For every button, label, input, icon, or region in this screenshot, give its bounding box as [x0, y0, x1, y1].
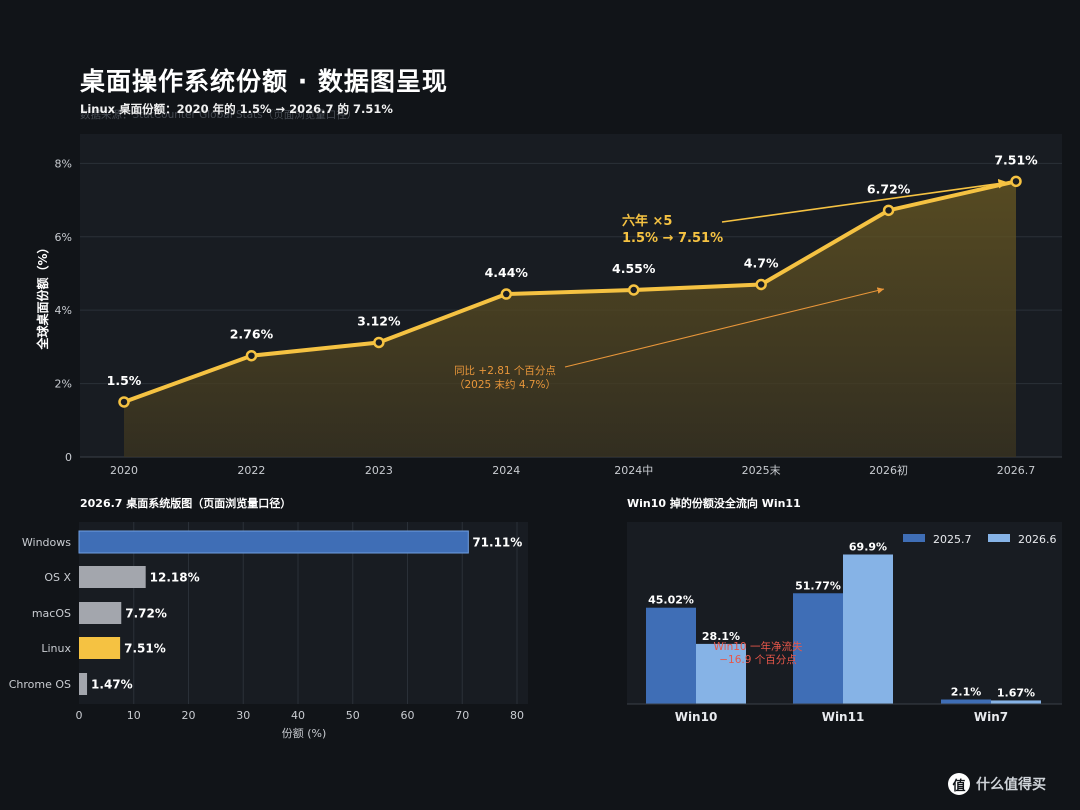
grouped-value-label: 69.9%: [849, 540, 887, 553]
hbar-x-tick-label: 80: [510, 709, 524, 722]
grouped-bar: [991, 700, 1041, 704]
line-data-label: 3.12%: [357, 313, 401, 328]
hbar-category-label: Chrome OS: [9, 678, 71, 691]
hbar-bar: [78, 530, 469, 554]
page-title: 桌面操作系统份额 · 数据图呈现: [80, 67, 448, 96]
hbar-category-label: Windows: [22, 536, 71, 549]
grouped-value-label: 1.67%: [997, 686, 1035, 699]
grouped-value-label: 28.1%: [702, 630, 740, 643]
line-x-tick-label: 2026.7: [997, 464, 1036, 477]
line-y-tick-label: 4%: [55, 304, 72, 317]
grouped-bar: [941, 699, 991, 704]
win10-loss-annotation-line2: −16.9 个百分点: [719, 654, 797, 666]
hbar-value-label: 7.72%: [125, 607, 167, 621]
grouped-bar: [646, 607, 696, 704]
hbar-bar: [79, 637, 121, 659]
line-data-label: 4.55%: [612, 261, 656, 276]
grouped-category-label: Win11: [822, 710, 865, 724]
hbar-value-label: 1.47%: [91, 678, 133, 692]
hbar-bar: [79, 602, 122, 624]
linux-share-line: [123, 179, 1017, 404]
hbar-x-tick-label: 0: [76, 709, 83, 722]
line-x-tick-label: 2025末: [742, 463, 781, 477]
hbar-x-tick-label: 10: [127, 709, 141, 722]
hbar-value-label: 71.11%: [472, 536, 522, 550]
hbar-chart-title: 2026.7 桌面系统版图（页面浏览量口径）: [80, 496, 291, 510]
line-data-point: [1010, 175, 1022, 188]
line-data-point: [882, 204, 895, 217]
line-data-point: [373, 336, 385, 349]
watermark: 值 什么值得买: [948, 773, 1046, 795]
hbar-x-tick-label: 70: [455, 709, 469, 722]
grouped-category-label: Win10: [675, 710, 718, 724]
hbar-x-axis-title: 份额 (%): [282, 727, 327, 740]
line-data-point: [118, 396, 130, 408]
line-y-tick-label: 0: [65, 451, 72, 464]
grouped-bar: [843, 554, 893, 704]
line-y-axis-title: 全球桌面份额（%）: [35, 241, 50, 350]
line-data-label: 2.76%: [230, 327, 274, 342]
hbar-category-label: Linux: [41, 642, 71, 655]
line-y-tick-label: 8%: [55, 157, 72, 170]
grouped-value-label: 2.1%: [951, 686, 982, 699]
watermark-text: 什么值得买: [976, 777, 1046, 793]
data-source-note: 数据来源：StatCounter Global Stats（页面浏览量口径）: [80, 109, 358, 121]
legend-label: 2025.7: [933, 533, 972, 546]
yoy-annotation-arrow: [564, 287, 885, 368]
line-x-tick-label: 2026初: [869, 463, 908, 477]
growth-annotation-line1: 六年 ×5: [622, 213, 672, 229]
line-data-point: [627, 284, 640, 296]
hbar-x-tick-label: 50: [346, 709, 360, 722]
line-x-tick-label: 2024: [492, 464, 520, 477]
grouped-value-label: 45.02%: [648, 594, 694, 607]
hbar-x-tick-label: 60: [401, 709, 415, 722]
growth-annotation-arrow: [721, 178, 1009, 223]
line-data-point: [245, 349, 258, 362]
hbar-bar: [79, 673, 88, 695]
grouped-value-label: 51.77%: [795, 579, 841, 592]
line-x-tick-label: 2022: [237, 464, 265, 477]
hbar-category-label: macOS: [32, 607, 71, 620]
yoy-annotation-line2: （2025 末约 4.7%）: [454, 378, 556, 391]
yoy-annotation-line1: 同比 +2.81 个百分点: [454, 364, 556, 377]
hbar-x-tick-label: 40: [291, 709, 305, 722]
line-data-point: [755, 278, 767, 291]
line-y-tick-label: 6%: [55, 231, 72, 244]
line-data-label: 1.5%: [107, 373, 142, 388]
line-area-fill: [124, 181, 1016, 457]
line-x-tick-label: 2020: [110, 464, 138, 477]
page-subtitle: Linux 桌面份额：2020 年的 1.5% → 2026.7 的 7.51%: [80, 102, 393, 116]
win10-loss-annotation-line1: Win10 一年净流失: [714, 640, 803, 653]
line-data-label: 6.72%: [867, 181, 911, 196]
watermark-logo: 值: [948, 773, 970, 795]
hbar-bar: [79, 566, 146, 588]
line-data-label: 4.44%: [485, 265, 529, 280]
line-data-label: 4.7%: [744, 255, 779, 270]
line-x-tick-label: 2024中: [614, 464, 653, 477]
legend-label: 2026.6: [1018, 533, 1057, 546]
hbar-category-label: OS X: [44, 571, 71, 584]
grouped-chart-title: Win10 掉的份额没全流向 Win11: [627, 496, 801, 510]
grouped-category-label: Win7: [974, 710, 1008, 724]
hbar-value-label: 12.18%: [150, 571, 200, 585]
hbar-x-tick-label: 30: [236, 709, 250, 722]
growth-annotation-line2: 1.5% → 7.51%: [622, 231, 723, 246]
line-x-tick-label: 2023: [365, 464, 393, 477]
legend-swatch: [988, 534, 1010, 542]
line-data-point: [500, 288, 513, 300]
hbar-value-label: 7.51%: [124, 642, 166, 656]
legend-swatch: [903, 534, 925, 542]
line-y-tick-label: 2%: [55, 378, 72, 391]
hbar-x-tick-label: 20: [182, 709, 196, 722]
grouped-bar: [696, 643, 746, 704]
line-data-label: 7.51%: [994, 152, 1038, 167]
grouped-bar: [793, 593, 843, 704]
